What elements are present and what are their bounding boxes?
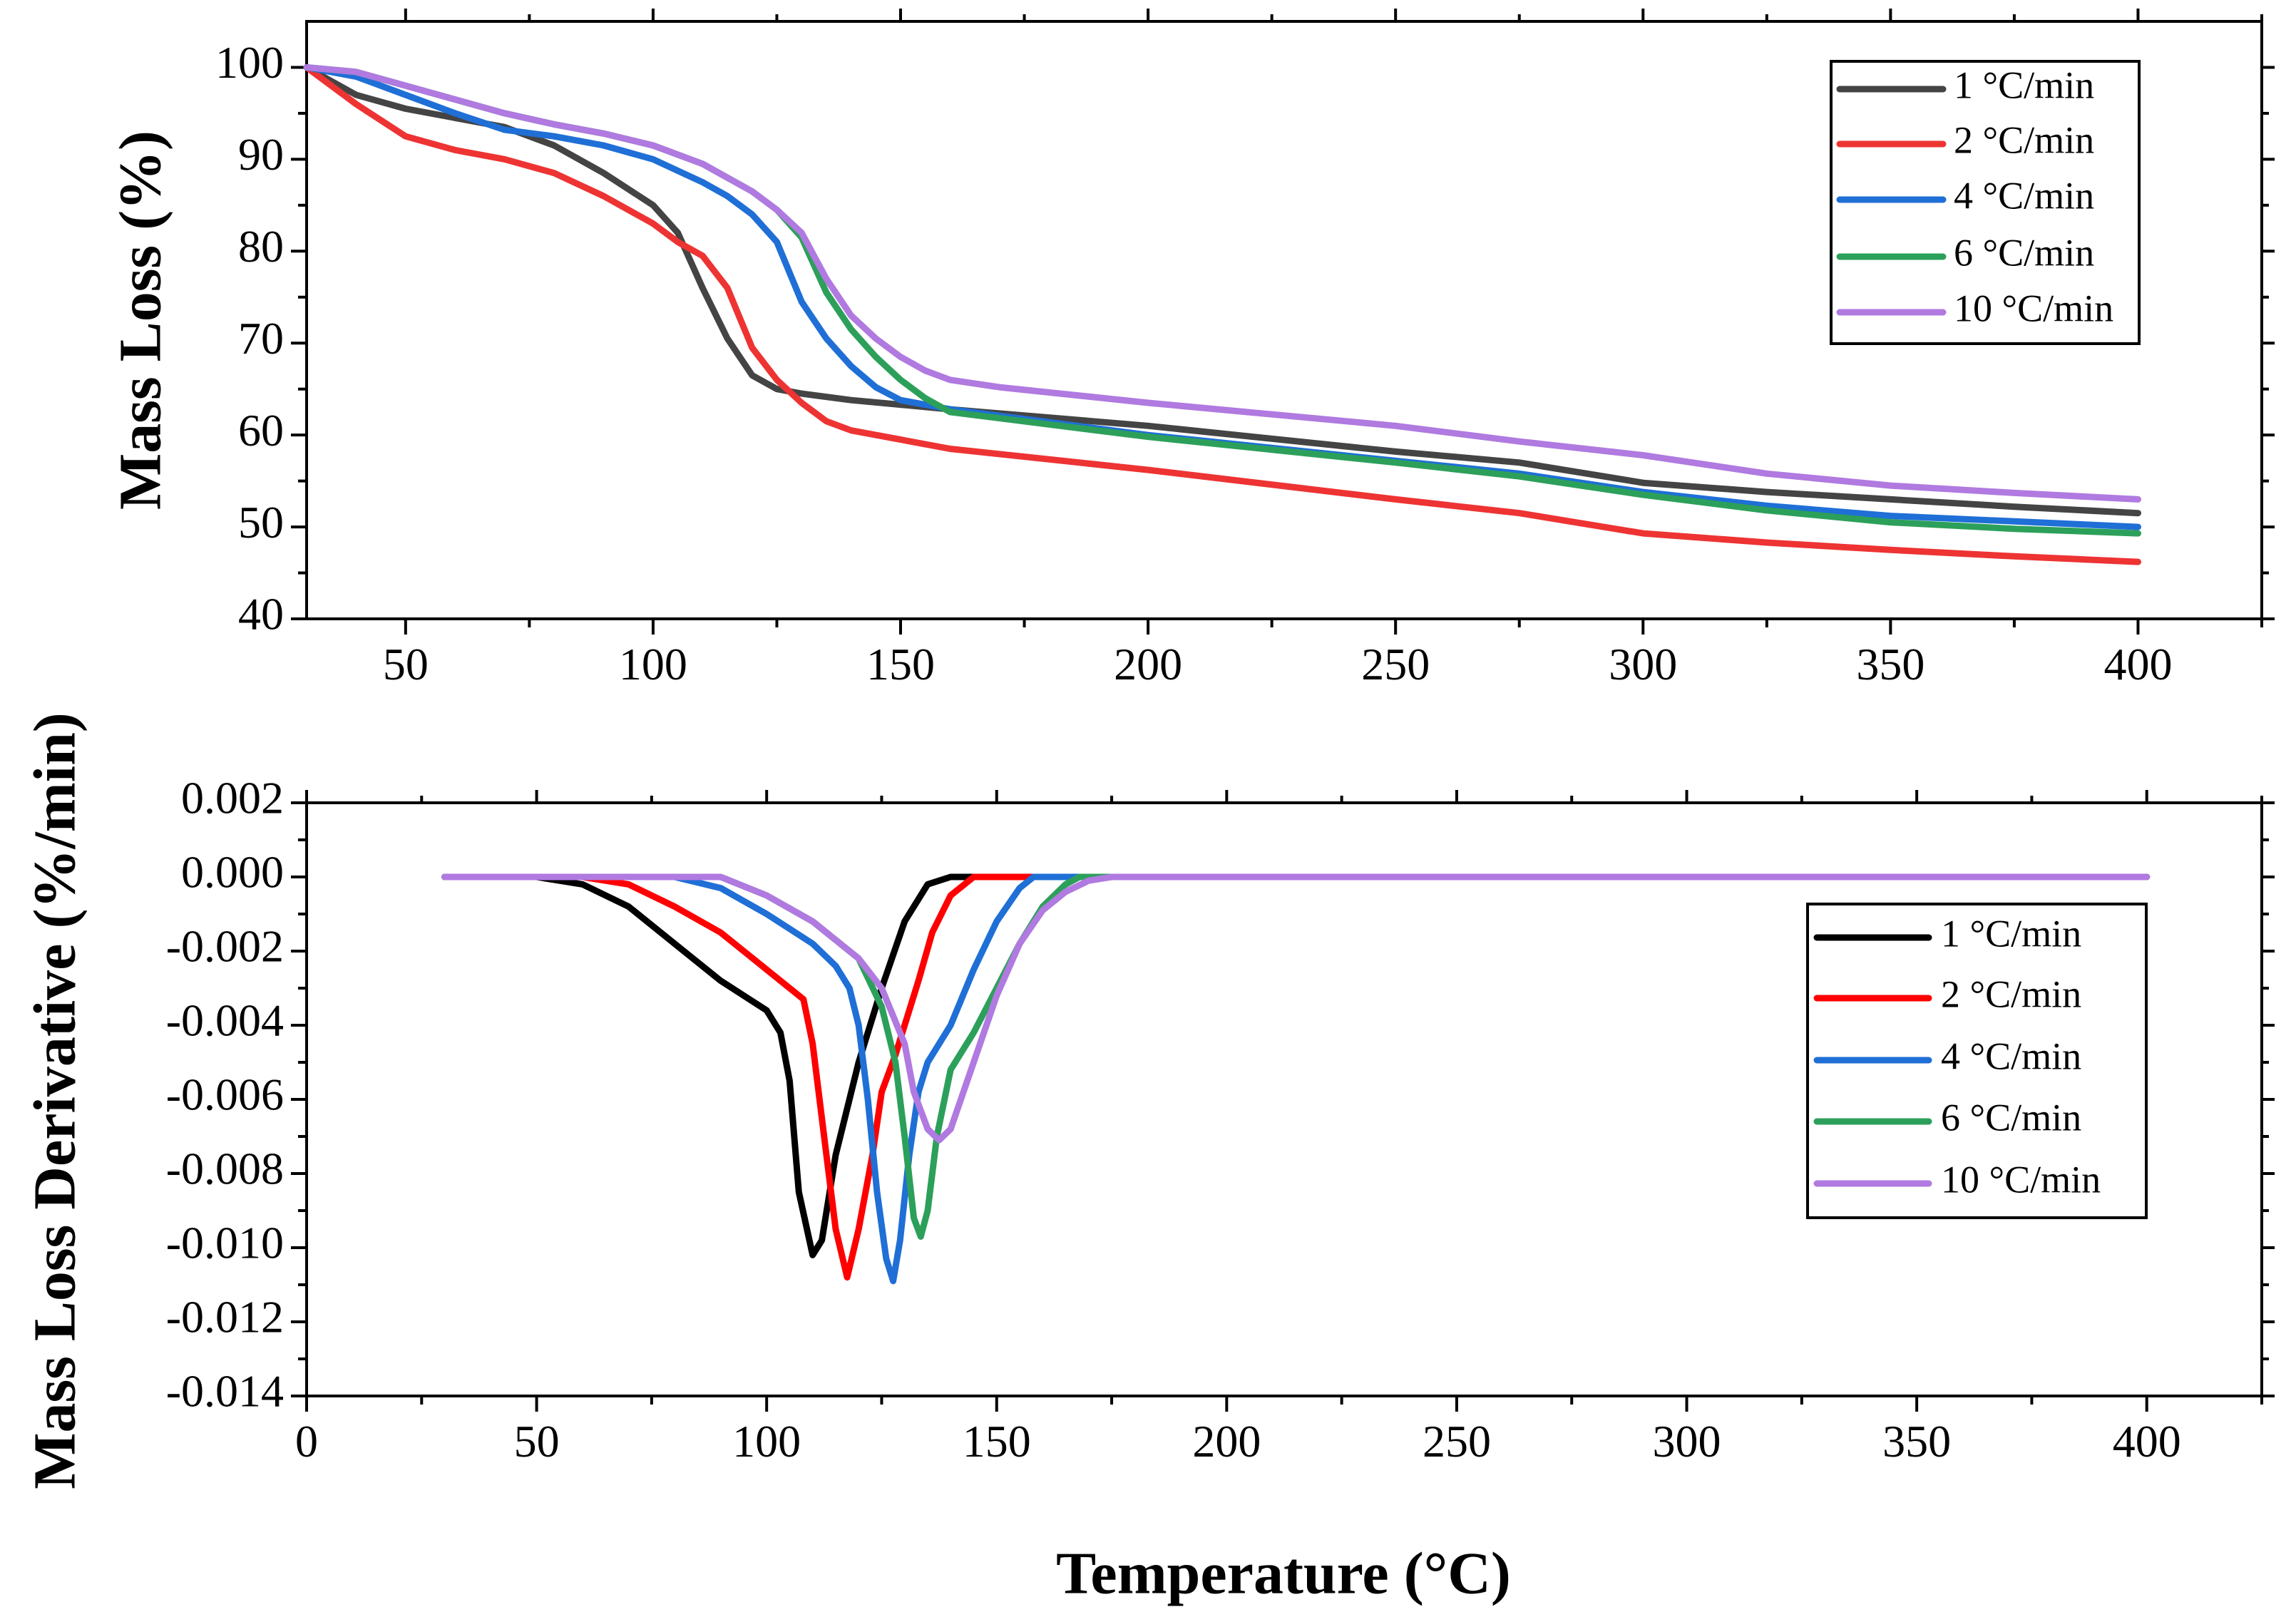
dtg-y-tick-label: -0.006 [166, 1069, 284, 1120]
dtg-y-tick-label: -0.014 [166, 1366, 284, 1417]
dtg-y-tick-label: -0.010 [166, 1218, 284, 1268]
x-axis-title: Temperature (°C) [1056, 1540, 1511, 1606]
tga-x-tick-label: 350 [1856, 639, 1925, 689]
dtg-ticks: 0 50 100 150 200 250 300 350 400 -0.014 -0.012 -0.0… [166, 773, 2275, 1467]
dtg-y-axis-title: Mass Loss Derivative (%/min) [21, 712, 88, 1489]
tga-x-tick-label: 150 [866, 639, 935, 689]
tga-y-tick-label: 80 [238, 221, 284, 272]
tga-legend-box [1830, 60, 2141, 345]
tga-x-tick-label: 50 [383, 639, 429, 689]
tga-y-tick-label: 100 [215, 37, 284, 88]
dtg-x-tick-label: 150 [963, 1416, 1031, 1467]
dtg-series-2-line [441, 873, 2151, 1281]
dtg-panel: 0 50 100 150 200 250 300 350 400 -0.014 -0.012 -0.0… [21, 712, 2275, 1606]
dtg-legend-label-6: 6 °C/min [1941, 1096, 2081, 1139]
dtg-series-4-line [441, 873, 2151, 1285]
tga-legend-label-4: 4 °C/min [1954, 174, 2094, 217]
tga-x-tick-label: 400 [2103, 639, 2172, 689]
dtg-y-tick-label: -0.004 [166, 995, 284, 1046]
dtg-x-tick-label: 350 [1882, 1416, 1951, 1467]
dtg-y-tick-label: 0.002 [181, 773, 284, 823]
dtg-x-tick-label: 400 [2113, 1416, 2181, 1467]
dtg-y-tick-label: -0.002 [166, 921, 284, 972]
tga-x-tick-label: 100 [619, 639, 687, 689]
dtg-x-tick-label: 100 [732, 1416, 801, 1467]
tga-legend-label-2: 2 °C/min [1954, 118, 2094, 161]
dtg-series-1-line [441, 873, 2151, 1258]
tga-ticks: 50 100 150 200 250 300 350 400 40 50 60 70 80 90 100 [215, 9, 2275, 689]
dtg-y-tick-label: 0.000 [181, 847, 284, 898]
tga-series-6-line [303, 64, 2141, 537]
tga-x-tick-label: 300 [1609, 639, 1677, 689]
tga-legend-label-10: 10 °C/min [1954, 287, 2113, 329]
tga-y-tick-label: 40 [238, 589, 284, 640]
tga-y-tick-label: 60 [238, 405, 284, 456]
tga-legend-label-1: 1 °C/min [1954, 63, 2094, 106]
dtg-x-tick-label: 200 [1192, 1416, 1261, 1467]
dtg-x-tick-label: 250 [1423, 1416, 1491, 1467]
dtg-series-10-line [441, 873, 2151, 1144]
dtg-legend-box [1806, 903, 2148, 1219]
dtg-y-tick-label: -0.008 [166, 1144, 284, 1194]
dtg-legend-label-2: 2 °C/min [1941, 972, 2081, 1015]
tga-y-tick-label: 70 [238, 313, 284, 364]
tga-y-tick-label: 90 [238, 129, 284, 180]
dtg-x-tick-label: 50 [514, 1416, 560, 1467]
tga-legend: 1 °C/min 2 °C/min 4 °C/min 6 °C/min 10 °… [1830, 60, 2141, 345]
tga-series [303, 64, 2141, 565]
dtg-x-tick-label: 300 [1653, 1416, 1721, 1467]
tga-x-tick-label: 250 [1361, 639, 1430, 689]
tga-legend-label-6: 6 °C/min [1954, 231, 2094, 274]
tga-plot-frame [305, 20, 2263, 620]
tga-panel: 50 100 150 200 250 300 350 400 40 50 60 70 80 90 100 M… [107, 9, 2275, 689]
tga-y-axis-title: Mass Loss (%) [107, 130, 173, 510]
tga-series-4-line [303, 64, 2141, 530]
dtg-legend-label-4: 4 °C/min [1941, 1035, 2081, 1077]
tga-series-2-line [303, 64, 2141, 565]
dtg-series [441, 873, 2151, 1285]
dtg-legend-label-1: 1 °C/min [1941, 912, 2081, 955]
dtg-legend-label-10: 10 °C/min [1941, 1158, 2101, 1201]
dtg-legend: 1 °C/min 2 °C/min 4 °C/min 6 °C/min 10 °… [1806, 903, 2148, 1219]
dtg-x-tick-label: 0 [295, 1416, 318, 1467]
tga-x-tick-label: 200 [1114, 639, 1182, 689]
tga-series-10-line [303, 64, 2141, 503]
tga-y-tick-label: 50 [238, 497, 284, 548]
dtg-y-tick-label: -0.012 [166, 1292, 284, 1343]
